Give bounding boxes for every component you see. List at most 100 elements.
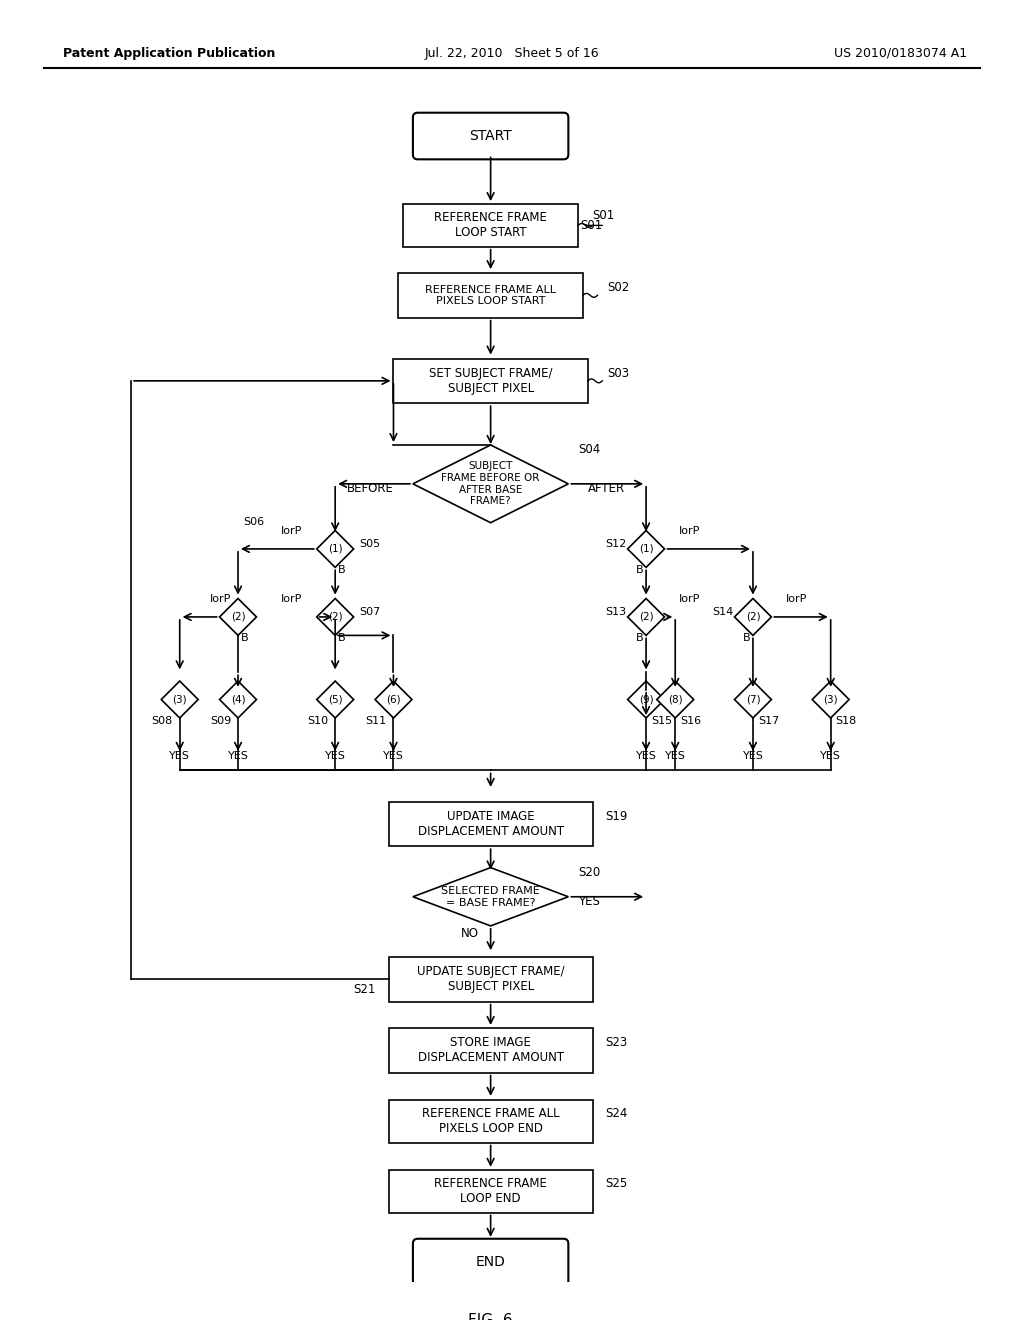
Text: BEFORE: BEFORE xyxy=(346,482,393,495)
Text: S14: S14 xyxy=(712,607,733,616)
Text: S13: S13 xyxy=(605,607,627,616)
Text: END: END xyxy=(476,1255,506,1269)
Text: REFERENCE FRAME ALL
PIXELS LOOP START: REFERENCE FRAME ALL PIXELS LOOP START xyxy=(425,285,556,306)
Text: IorP: IorP xyxy=(679,594,700,605)
FancyBboxPatch shape xyxy=(413,1238,568,1286)
Text: B: B xyxy=(742,634,750,643)
Text: S18: S18 xyxy=(836,715,857,726)
Text: START: START xyxy=(469,129,512,143)
Text: Jul. 22, 2010   Sheet 5 of 16: Jul. 22, 2010 Sheet 5 of 16 xyxy=(425,48,599,59)
Text: S25: S25 xyxy=(605,1177,628,1189)
Text: YES: YES xyxy=(383,751,403,760)
Text: S24: S24 xyxy=(605,1107,628,1119)
Polygon shape xyxy=(161,681,199,718)
Polygon shape xyxy=(812,681,849,718)
Text: S20: S20 xyxy=(579,866,600,879)
Text: YES: YES xyxy=(636,751,656,760)
Text: UPDATE SUBJECT FRAME/
SUBJECT PIXEL: UPDATE SUBJECT FRAME/ SUBJECT PIXEL xyxy=(417,965,564,994)
Text: S23: S23 xyxy=(605,1036,628,1049)
Text: UPDATE IMAGE
DISPLACEMENT AMOUNT: UPDATE IMAGE DISPLACEMENT AMOUNT xyxy=(418,810,563,838)
Text: S21: S21 xyxy=(353,982,376,995)
Text: B: B xyxy=(636,565,643,576)
Text: FIG. 6: FIG. 6 xyxy=(468,1313,513,1320)
FancyBboxPatch shape xyxy=(413,112,568,160)
Text: B: B xyxy=(636,634,643,643)
Text: REFERENCE FRAME
LOOP END: REFERENCE FRAME LOOP END xyxy=(434,1177,547,1205)
Bar xyxy=(389,801,593,846)
Text: (5): (5) xyxy=(328,694,342,705)
Text: (1): (1) xyxy=(639,544,653,554)
Text: (3): (3) xyxy=(172,694,187,705)
Text: B: B xyxy=(241,634,249,643)
Polygon shape xyxy=(316,531,353,568)
Text: S19: S19 xyxy=(605,809,628,822)
Polygon shape xyxy=(628,681,665,718)
Text: IorP: IorP xyxy=(281,527,302,536)
Text: (2): (2) xyxy=(639,612,653,622)
Text: (6): (6) xyxy=(386,694,400,705)
Text: NO: NO xyxy=(461,927,479,940)
Polygon shape xyxy=(734,598,771,635)
Text: S03: S03 xyxy=(607,367,630,380)
Text: S10: S10 xyxy=(307,715,329,726)
Text: AFTER: AFTER xyxy=(588,482,625,495)
Text: IorP: IorP xyxy=(281,594,302,605)
Text: IorP: IorP xyxy=(679,527,700,536)
Text: (2): (2) xyxy=(328,612,342,622)
Polygon shape xyxy=(413,445,568,523)
Text: (4): (4) xyxy=(230,694,246,705)
Text: (9): (9) xyxy=(639,694,653,705)
Text: (7): (7) xyxy=(745,694,760,705)
Polygon shape xyxy=(628,598,665,635)
Polygon shape xyxy=(628,531,665,568)
Text: B: B xyxy=(338,634,346,643)
Text: S15: S15 xyxy=(651,715,672,726)
Text: SET SUBJECT FRAME/
SUBJECT PIXEL: SET SUBJECT FRAME/ SUBJECT PIXEL xyxy=(429,367,552,395)
Bar xyxy=(398,273,583,318)
Polygon shape xyxy=(219,681,256,718)
Text: REFERENCE FRAME
LOOP START: REFERENCE FRAME LOOP START xyxy=(434,211,547,239)
Bar xyxy=(389,1100,593,1143)
Polygon shape xyxy=(656,681,693,718)
Bar xyxy=(389,1170,593,1213)
Text: S07: S07 xyxy=(359,607,381,616)
Polygon shape xyxy=(375,681,412,718)
Text: S02: S02 xyxy=(607,281,630,294)
Polygon shape xyxy=(413,867,568,925)
Polygon shape xyxy=(316,598,353,635)
Text: US 2010/0183074 A1: US 2010/0183074 A1 xyxy=(834,48,967,59)
Text: (2): (2) xyxy=(745,612,760,622)
Text: YES: YES xyxy=(579,895,600,908)
Text: S08: S08 xyxy=(152,715,173,726)
Text: S05: S05 xyxy=(359,539,381,549)
Polygon shape xyxy=(316,681,353,718)
Text: YES: YES xyxy=(169,751,190,760)
Text: S09: S09 xyxy=(210,715,231,726)
Text: YES: YES xyxy=(742,751,763,760)
Text: IorP: IorP xyxy=(786,594,807,605)
Text: S01: S01 xyxy=(593,209,614,222)
Text: S11: S11 xyxy=(366,715,386,726)
Text: B: B xyxy=(338,565,346,576)
Text: S04: S04 xyxy=(579,444,600,457)
Polygon shape xyxy=(219,598,256,635)
Bar xyxy=(389,957,593,1002)
Text: SUBJECT
FRAME BEFORE OR
AFTER BASE
FRAME?: SUBJECT FRAME BEFORE OR AFTER BASE FRAME… xyxy=(441,462,540,507)
Bar xyxy=(389,1028,593,1073)
Text: IorP: IorP xyxy=(210,594,231,605)
Text: SELECTED FRAME
= BASE FRAME?: SELECTED FRAME = BASE FRAME? xyxy=(441,886,540,908)
Text: Patent Application Publication: Patent Application Publication xyxy=(63,48,275,59)
Text: YES: YES xyxy=(820,751,841,760)
Text: S12: S12 xyxy=(605,539,627,549)
Text: (3): (3) xyxy=(823,694,838,705)
Text: S06: S06 xyxy=(243,516,264,527)
Polygon shape xyxy=(734,681,771,718)
Text: S01: S01 xyxy=(580,219,602,232)
Text: (8): (8) xyxy=(668,694,683,705)
Text: S17: S17 xyxy=(758,715,779,726)
Bar xyxy=(403,205,579,247)
Text: (2): (2) xyxy=(230,612,246,622)
Text: REFERENCE FRAME ALL
PIXELS LOOP END: REFERENCE FRAME ALL PIXELS LOOP END xyxy=(422,1107,559,1135)
Text: (1): (1) xyxy=(328,544,342,554)
Bar xyxy=(393,359,588,403)
